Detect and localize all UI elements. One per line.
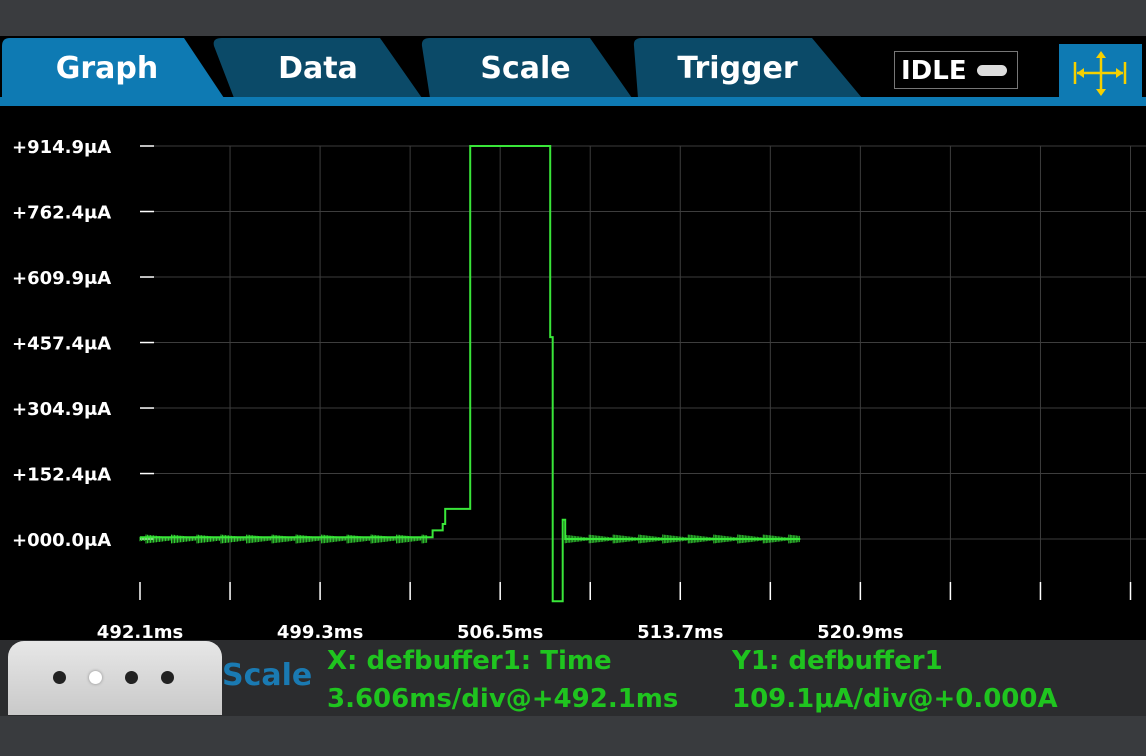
status-indicator: IDLE (894, 51, 1018, 89)
status-pill-icon (977, 65, 1007, 76)
ytick-label-5: +152.4μA (12, 465, 111, 486)
x-axis-scale: 3.606ms/div@+492.1ms (327, 684, 679, 714)
tab-trigger[interactable]: Trigger (630, 38, 870, 98)
trace-series-0 (140, 145, 801, 603)
xtick-label-4: 520.9ms (817, 622, 903, 640)
x-axis-title: X: defbuffer1: Time (327, 646, 612, 676)
ytick-label-6: +000.0μA (12, 530, 111, 551)
tab-graph-label: Graph (55, 51, 159, 86)
xtick-label-1: 499.3ms (277, 622, 363, 640)
ytick-label-3: +457.4μA (12, 334, 111, 355)
tab-graph[interactable]: Graph (2, 38, 234, 98)
xtick-label-3: 513.7ms (637, 622, 723, 640)
xtick-label-2: 506.5ms (457, 622, 543, 640)
status-label: IDLE (901, 56, 967, 86)
y-axis-scale: 109.1μA/div@+0.000A (732, 684, 1058, 714)
page-dot-4 (161, 671, 174, 684)
tab-trigger-shape (633, 38, 862, 98)
trace-layer (139, 145, 801, 603)
ytick-label-1: +762.4μA (12, 203, 111, 224)
tab-underline (0, 97, 1146, 106)
ytick-label-0: +914.9μA (12, 137, 111, 158)
page-dot-3 (125, 671, 138, 684)
page-dot-2 (89, 671, 102, 684)
swipe-page-indicator[interactable] (8, 641, 222, 715)
pan-zoom-icon (1073, 51, 1127, 96)
tab-scale-shape (421, 38, 632, 98)
tab-scale[interactable]: Scale (418, 38, 638, 98)
tab-graph-shape (2, 38, 224, 98)
xtick-label-0: 492.1ms (97, 622, 183, 640)
graph-plot[interactable]: +914.9μA +762.4μA +609.9μA +457.4μA +304.9μA… (0, 106, 1146, 640)
ytick-label-2: +609.9μA (12, 268, 111, 289)
y-axis: +914.9μA +762.4μA +609.9μA +457.4μA +304.9μA… (12, 137, 154, 551)
bottom-bar (0, 716, 1146, 756)
tab-data[interactable]: Data (208, 38, 428, 98)
ytick-label-4: +304.9μA (12, 399, 111, 420)
top-bar (0, 0, 1146, 36)
page-dot-1 (53, 671, 66, 684)
tab-data-label: Data (278, 51, 358, 86)
tab-trigger-label: Trigger (677, 51, 798, 86)
trace-noise-0 (139, 534, 800, 544)
tab-scale-label: Scale (480, 51, 571, 86)
x-axis: 492.1ms 499.3ms 506.5ms 513.7ms 520.9ms (97, 582, 1132, 640)
scale-swipe-label: Scale (222, 658, 313, 693)
pan-zoom-button[interactable] (1059, 44, 1142, 102)
y-axis-title: Y1: defbuffer1 (732, 646, 943, 676)
grid-lines (140, 145, 1146, 600)
tab-data-shape (213, 38, 422, 98)
